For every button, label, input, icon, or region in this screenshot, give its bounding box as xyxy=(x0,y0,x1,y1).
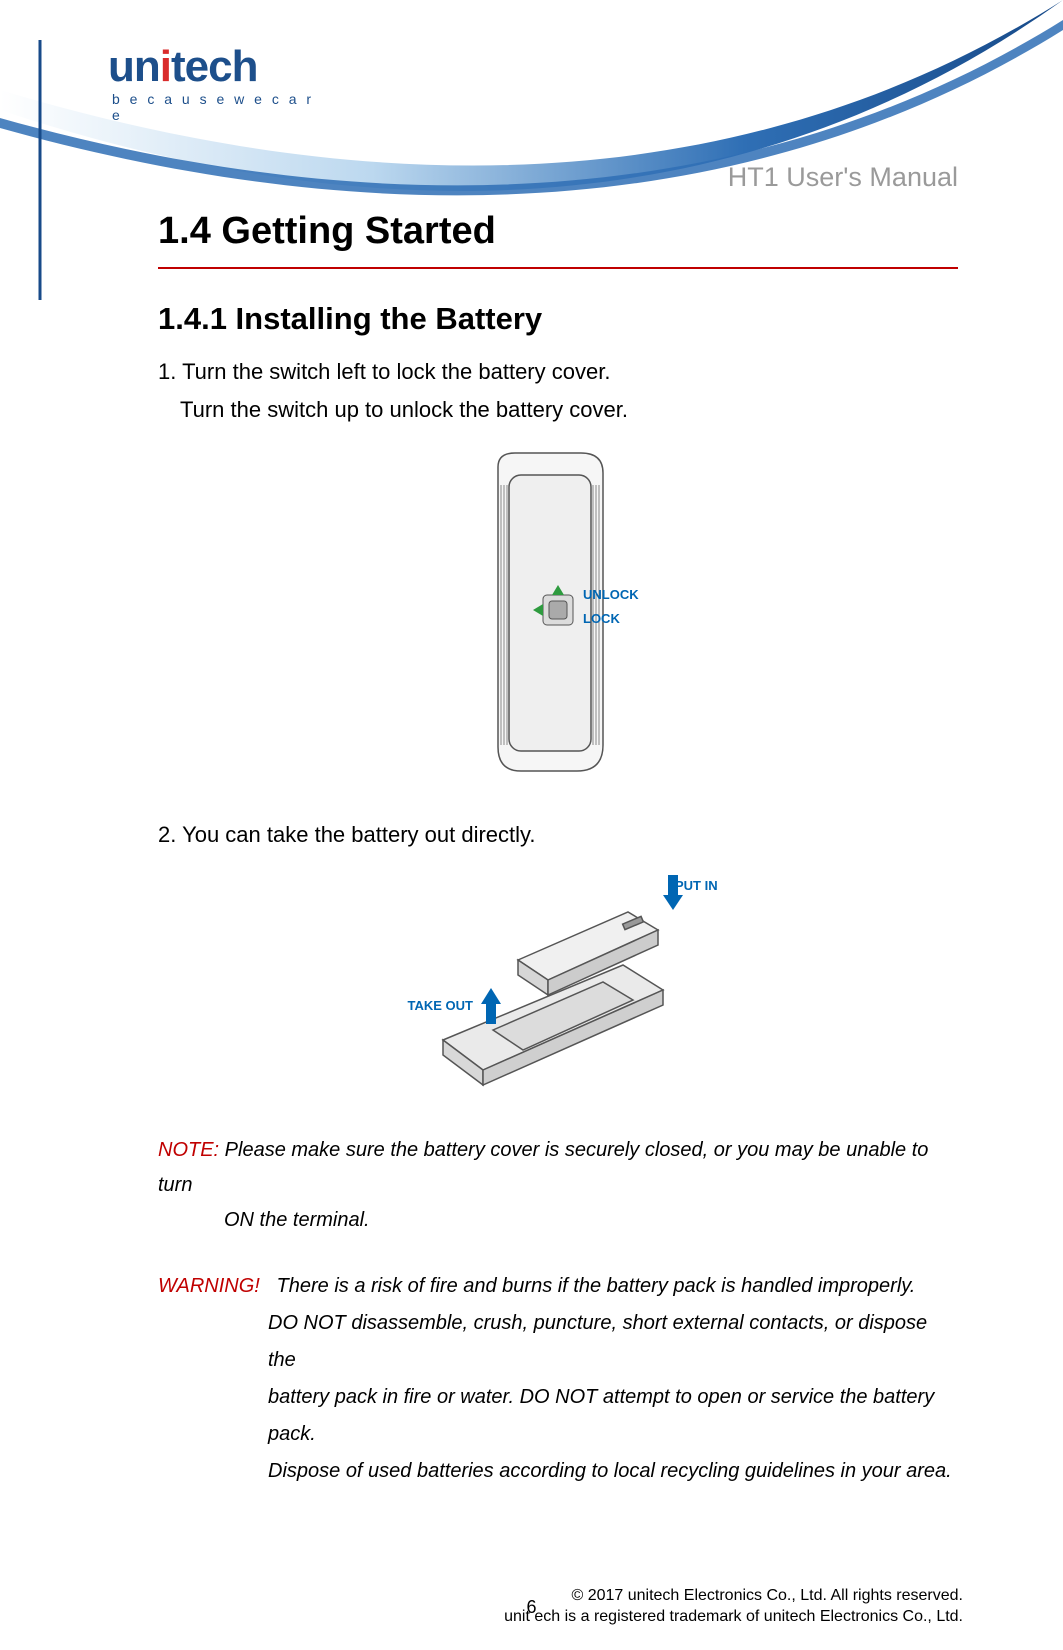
unlock-label: UNLOCK xyxy=(583,587,639,602)
step-1-line-2: Turn the switch up to unlock the battery… xyxy=(158,393,958,427)
brand-i-dot: i xyxy=(160,42,171,91)
note-text-l2: ON the terminal. xyxy=(158,1203,958,1238)
device-lock-diagram: UNLOCK LOCK xyxy=(443,445,673,785)
warning-text-l3: battery pack in fire or water. DO NOT at… xyxy=(158,1379,958,1453)
step-1-line-1: 1. Turn the switch left to lock the batt… xyxy=(158,355,958,389)
manual-page: unitech b e c a u s e w e c a r e HT1 Us… xyxy=(0,0,1063,1650)
brand-post: tech xyxy=(171,42,257,91)
section-heading: 1.4 Getting Started xyxy=(158,210,958,253)
section-rule xyxy=(158,267,958,269)
copyright-line-2: unit ech is a registered trademark of un… xyxy=(504,1606,963,1628)
take-out-label: TAKE OUT xyxy=(408,998,474,1013)
warning-block: WARNING! There is a risk of fire and bur… xyxy=(158,1268,958,1490)
note-text-l1: Please make sure the battery cover is se… xyxy=(158,1139,928,1196)
note-block: NOTE: Please make sure the battery cover… xyxy=(158,1133,958,1238)
footer-copyright: © 2017 unitech Electronics Co., Ltd. All… xyxy=(504,1585,963,1628)
brand-pre: un xyxy=(108,42,160,91)
brand-tagline: b e c a u s e w e c a r e xyxy=(108,91,318,123)
brand-wordmark: unitech xyxy=(108,45,318,89)
battery-inout-diagram: PUT IN TAKE OUT xyxy=(373,870,743,1100)
subsection-heading: 1.4.1 Installing the Battery xyxy=(158,301,958,337)
brand-logo: unitech b e c a u s e w e c a r e xyxy=(108,45,318,123)
figure-1: UNLOCK LOCK xyxy=(158,445,958,790)
figure-2: PUT IN TAKE OUT xyxy=(158,870,958,1105)
note-label: NOTE: xyxy=(158,1139,219,1161)
content-area: 1.4 Getting Started 1.4.1 Installing the… xyxy=(158,210,958,1490)
step-2: 2. You can take the battery out directly… xyxy=(158,818,958,852)
document-title: HT1 User's Manual xyxy=(728,162,958,193)
warning-label: WARNING! xyxy=(158,1275,260,1297)
warning-text-l4: Dispose of used batteries according to l… xyxy=(158,1453,958,1490)
warning-text-l2: DO NOT disassemble, crush, puncture, sho… xyxy=(158,1305,958,1379)
put-in-label: PUT IN xyxy=(675,878,718,893)
lock-label: LOCK xyxy=(583,611,620,626)
warning-text-l1: There is a risk of fire and burns if the… xyxy=(277,1275,916,1297)
copyright-line-1: © 2017 unitech Electronics Co., Ltd. All… xyxy=(504,1585,963,1607)
